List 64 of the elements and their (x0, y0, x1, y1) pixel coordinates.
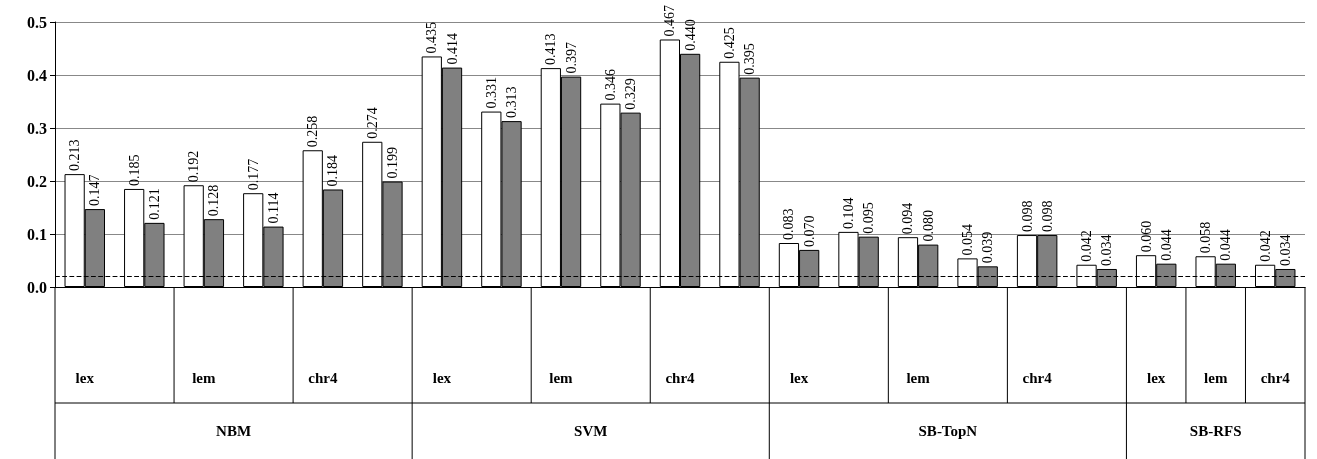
y-tick-label: 0.4 (27, 66, 47, 84)
data-label: 0.044 (1218, 229, 1234, 261)
y-tick-label: 0.0 (27, 278, 47, 296)
data-label: 0.128 (206, 184, 222, 217)
data-label: 0.199 (385, 147, 400, 179)
x-tick-label: lex (75, 370, 95, 386)
y-tick-label: 0.2 (27, 172, 47, 190)
text: SB-TopN (918, 423, 978, 439)
data-label: 0.039 (980, 231, 996, 264)
data-label: 0.042 (1079, 230, 1095, 262)
data-label: 0.080 (920, 210, 936, 242)
data-label: 0.331 (483, 77, 499, 109)
data-label: 0.034 (1277, 234, 1293, 266)
x-tick-label: lex (432, 370, 452, 386)
data-label: 0.185 (126, 154, 142, 186)
data-label: 0.060 (1138, 220, 1154, 253)
data-label: 0.467 (662, 4, 678, 37)
data-label: 0.044 (1158, 229, 1174, 261)
x-tick-label: chr4 (1260, 370, 1291, 386)
data-label: 0.121 (146, 188, 162, 220)
y-tick-label: 0.5 (27, 13, 47, 31)
x-tick-label: lex (789, 370, 809, 386)
data-label: 0.095 (861, 202, 877, 234)
data-label: 0.213 (67, 139, 83, 172)
data-label: 0.184 (325, 154, 341, 187)
x-tick-label: lex (1147, 370, 1166, 386)
data-label: 0.098 (1039, 200, 1055, 233)
data-label: 0.346 (602, 69, 618, 101)
data-label: 0.413 (543, 33, 559, 66)
x-tick-label: chr4 (665, 370, 696, 386)
data-label: 0.094 (900, 202, 916, 235)
y-tick-label: 0.3 (27, 119, 47, 137)
x-tick-label: lem (192, 370, 216, 386)
data-label: 0.313 (504, 86, 520, 119)
data-label: 0.177 (245, 158, 261, 191)
data-label: 0.274 (364, 107, 380, 139)
data-label: 0.042 (1257, 230, 1273, 262)
data-label: 0.098 (1019, 200, 1035, 233)
data-label: 0.329 (623, 78, 639, 110)
data-label: 0.397 (563, 42, 579, 74)
data-label: 0.104 (840, 197, 856, 229)
data-label: 0.440 (682, 19, 698, 51)
data-label: 0.114 (265, 192, 281, 224)
x-tick-label: lem (906, 370, 931, 386)
text: NBM (216, 423, 252, 439)
data-label: 0.435 (424, 21, 440, 54)
data-label: 0.414 (444, 33, 460, 65)
data-label: 0.034 (1099, 234, 1115, 266)
text: SB-RFS (1189, 423, 1242, 439)
data-label: 0.083 (781, 208, 797, 241)
x-tick-label: chr4 (308, 370, 338, 386)
data-label: 0.070 (801, 215, 817, 247)
data-label: 0.395 (742, 43, 758, 75)
data-label: 0.258 (305, 115, 321, 148)
x-tick-label: chr4 (1022, 370, 1053, 386)
data-label: 0.192 (186, 150, 202, 183)
data-label: 0.147 (87, 174, 103, 207)
data-label: 0.425 (721, 27, 737, 59)
data-label: 0.058 (1198, 221, 1214, 254)
data-label: 0.054 (960, 223, 975, 256)
x-tick-label: lem (1204, 370, 1228, 386)
x-tick-label: lem (549, 370, 574, 386)
text: SVM (574, 423, 608, 439)
y-tick-label: 0.1 (27, 225, 47, 243)
